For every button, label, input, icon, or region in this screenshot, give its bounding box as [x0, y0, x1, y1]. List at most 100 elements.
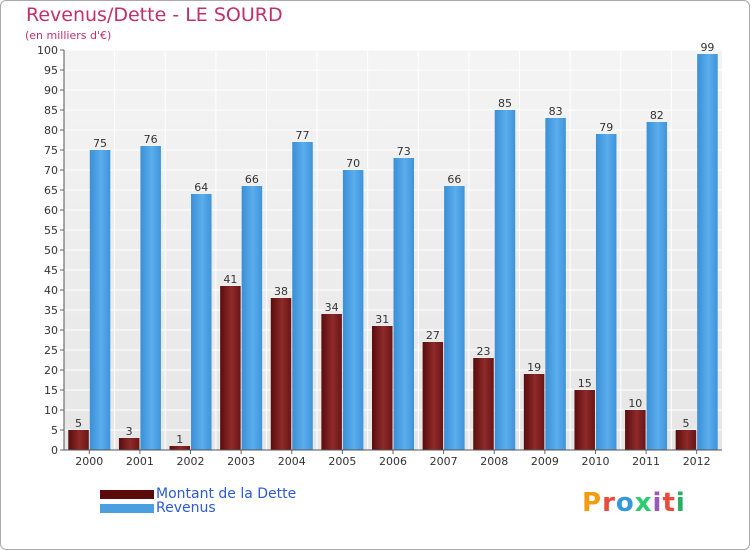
data-label-dette: 5: [75, 417, 82, 430]
legend-label-dette: Montant de la Dette: [156, 486, 297, 502]
bar-dette: [372, 326, 393, 450]
bar-dette: [68, 430, 89, 450]
bar-dette: [523, 374, 545, 450]
bar-dette: [169, 446, 191, 450]
data-label-revenus: 73: [397, 145, 411, 158]
chart-subtitle: (en milliers d'€): [25, 29, 112, 42]
y-tick-label: 75: [44, 144, 58, 157]
data-label-revenus: 82: [650, 109, 664, 122]
chart-title: Revenus/Dette - LE SOURD: [26, 4, 283, 26]
x-tick-label: 2001: [126, 455, 154, 468]
y-tick-label: 70: [44, 164, 58, 177]
y-tick-label: 15: [44, 384, 58, 397]
data-label-revenus: 70: [346, 157, 360, 170]
y-tick-label: 100: [37, 44, 58, 57]
brand-letter: t: [662, 488, 676, 518]
brand-letter: i: [675, 488, 686, 518]
y-tick-label: 45: [44, 264, 58, 277]
data-label-dette: 10: [628, 397, 642, 410]
bar-revenus: [342, 170, 364, 450]
data-label-dette: 23: [476, 345, 490, 358]
y-tick-label: 85: [44, 104, 58, 117]
bar-revenus: [393, 158, 414, 450]
data-label-revenus: 83: [549, 105, 563, 118]
y-tick-label: 20: [44, 364, 58, 377]
data-label-revenus: 79: [599, 121, 613, 134]
y-tick-label: 25: [44, 344, 58, 357]
bar-dette: [270, 298, 292, 450]
bar-dette: [422, 342, 444, 450]
x-tick-label: 2006: [379, 455, 407, 468]
data-label-dette: 1: [176, 433, 183, 446]
y-tick-label: 30: [44, 324, 58, 337]
y-tick-label: 55: [44, 224, 58, 237]
bar-revenus: [494, 110, 516, 450]
bar-revenus: [241, 186, 263, 450]
bar-dette: [675, 430, 697, 450]
data-label-dette: 31: [375, 313, 389, 326]
data-label-revenus: 85: [498, 97, 512, 110]
data-label-revenus: 99: [700, 41, 714, 54]
data-label-revenus: 75: [93, 137, 107, 150]
y-tick-label: 95: [44, 64, 58, 77]
data-label-revenus: 77: [296, 129, 310, 142]
x-tick-label: 2009: [531, 455, 559, 468]
x-tick-label: 2010: [581, 455, 609, 468]
bar-revenus: [646, 122, 668, 450]
bar-revenus: [191, 194, 212, 450]
y-tick-label: 80: [44, 124, 58, 137]
data-label-revenus: 76: [144, 133, 158, 146]
y-tick-label: 5: [51, 424, 58, 437]
y-tick-label: 10: [44, 404, 58, 417]
y-tick-label: 35: [44, 304, 58, 317]
x-tick-label: 2011: [632, 455, 660, 468]
bar-dette: [574, 390, 595, 450]
data-label-dette: 19: [527, 361, 541, 374]
brand-letter: x: [634, 488, 653, 518]
legend-label-revenus: Revenus: [156, 500, 216, 516]
data-label-dette: 34: [325, 301, 339, 314]
data-label-dette: 27: [426, 329, 440, 342]
x-tick-label: 2008: [480, 455, 508, 468]
x-tick-label: 2000: [75, 455, 103, 468]
data-label-revenus: 66: [447, 173, 461, 186]
legend-item-revenus: Revenus: [100, 500, 216, 516]
y-tick-label: 40: [44, 284, 58, 297]
brand-logo: Proxiti: [582, 488, 686, 518]
legend-swatch-dette: [100, 489, 154, 499]
brand-letter: P: [582, 488, 603, 518]
y-tick-label: 60: [44, 204, 58, 217]
data-label-dette: 41: [223, 273, 237, 286]
bar-revenus: [545, 118, 566, 450]
y-tick-label: 90: [44, 84, 58, 97]
bar-revenus: [444, 186, 465, 450]
bar-dette: [321, 314, 342, 450]
y-tick-label: 65: [44, 184, 58, 197]
data-label-dette: 15: [578, 377, 592, 390]
brand-letter: i: [652, 488, 663, 518]
data-label-dette: 5: [682, 417, 689, 430]
y-tick-label: 50: [44, 244, 58, 257]
bar-revenus: [89, 150, 111, 450]
x-tick-label: 2005: [328, 455, 356, 468]
data-label-dette: 3: [126, 425, 133, 438]
legend-item-dette: Montant de la Dette: [100, 486, 296, 502]
x-tick-label: 2003: [227, 455, 255, 468]
data-label-revenus: 66: [245, 173, 259, 186]
bar-revenus: [595, 134, 617, 450]
y-tick-label: 0: [51, 444, 58, 457]
data-label-dette: 38: [274, 285, 288, 298]
bar-dette: [220, 286, 241, 450]
bar-dette: [473, 358, 494, 450]
x-tick-label: 2004: [278, 455, 306, 468]
data-label-revenus: 64: [194, 181, 208, 194]
bar-revenus: [140, 146, 161, 450]
bar-revenus: [292, 142, 313, 450]
brand-letter: o: [615, 488, 635, 518]
x-tick-label: 2007: [430, 455, 458, 468]
bar-revenus: [697, 54, 718, 450]
x-tick-label: 2002: [177, 455, 205, 468]
brand-letter: r: [602, 488, 616, 518]
x-tick-label: 2012: [683, 455, 711, 468]
